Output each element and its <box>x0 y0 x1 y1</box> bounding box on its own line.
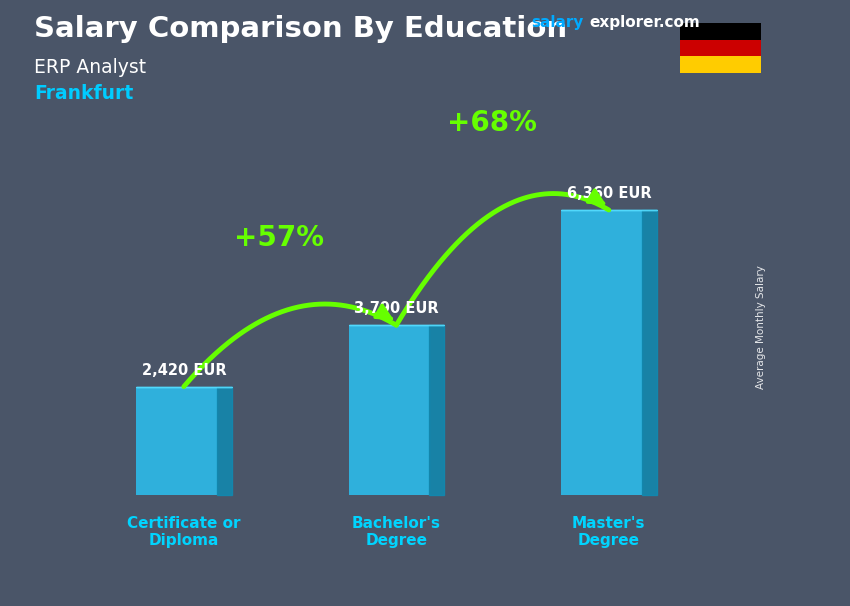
Text: +68%: +68% <box>447 108 537 136</box>
Bar <box>680 23 761 39</box>
Polygon shape <box>429 325 445 495</box>
Text: +57%: +57% <box>235 224 325 251</box>
Text: Frankfurt: Frankfurt <box>34 84 133 102</box>
Bar <box>136 387 217 495</box>
Text: ERP Analyst: ERP Analyst <box>34 58 146 76</box>
Text: Average Monthly Salary: Average Monthly Salary <box>756 265 766 389</box>
Text: explorer.com: explorer.com <box>589 15 700 30</box>
Text: 6,360 EUR: 6,360 EUR <box>566 186 651 201</box>
Text: Bachelor's
Degree: Bachelor's Degree <box>352 516 441 548</box>
Text: Certificate or
Diploma: Certificate or Diploma <box>127 516 241 548</box>
Text: 2,420 EUR: 2,420 EUR <box>141 363 226 378</box>
Text: 3,790 EUR: 3,790 EUR <box>354 301 439 316</box>
Bar <box>561 210 642 495</box>
Bar <box>680 39 761 56</box>
Text: Salary Comparison By Education: Salary Comparison By Education <box>34 15 567 43</box>
Bar <box>348 325 429 495</box>
Polygon shape <box>642 210 656 495</box>
Text: Master's
Degree: Master's Degree <box>572 516 645 548</box>
Polygon shape <box>217 387 231 495</box>
Bar <box>680 56 761 73</box>
Text: salary: salary <box>531 15 584 30</box>
